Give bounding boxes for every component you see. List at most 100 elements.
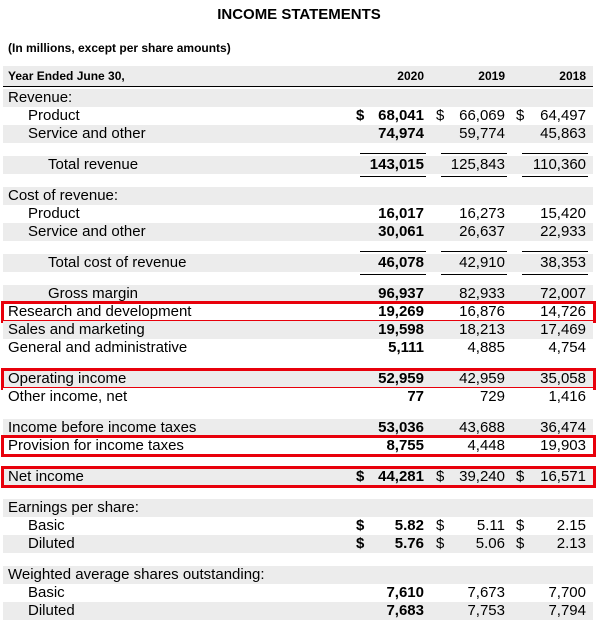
currency-sign: $ [356,517,365,534]
amount: 16,017 [378,205,424,222]
total-rule [522,176,588,177]
currency-sign: $ [516,468,525,485]
amount: 7,683 [386,602,424,619]
amount: 7,700 [548,584,586,601]
amount: 7,610 [386,584,424,601]
row-label: Product [28,107,80,124]
row-background [3,517,593,535]
amount: 14,726 [540,303,586,320]
row-label: Gross margin [48,285,139,302]
row-background [3,187,593,205]
amount: 44,281 [378,468,424,485]
row-label: Research and development [8,303,192,320]
currency-sign: $ [516,535,525,552]
total-rule [441,251,507,252]
amount: 66,069 [459,107,505,124]
row-label: Net income [8,468,84,485]
title: INCOME STATEMENTS [217,6,381,23]
amount: 19,903 [540,437,586,454]
total-rule [360,251,426,252]
currency-sign: $ [436,517,445,534]
row-background [3,468,593,486]
header-label: Year Ended June 30, [8,69,125,83]
amount: 35,058 [540,370,586,387]
row-label: General and administrative [8,339,188,356]
amount: 53,036 [378,419,424,436]
amount: 5.11 [476,517,505,534]
amount: 143,015 [369,156,424,173]
amount: 7,794 [548,602,586,619]
amount: 30,061 [378,223,424,240]
highlight-box [1,466,596,488]
row-background [3,223,593,241]
row-label: Basic [28,584,65,601]
amount: 72,007 [540,285,586,302]
amount: 74,974 [378,125,424,142]
row-label: Provision for income taxes [8,437,184,454]
currency-sign: $ [516,107,525,124]
amount: 45,863 [540,125,586,142]
header-year: 2019 [478,69,505,83]
total-rule [522,274,588,275]
highlight-box [1,368,596,390]
amount: 43,688 [459,419,505,436]
amount: 5,111 [388,339,424,356]
amount: 52,959 [378,370,424,387]
row-background [3,535,593,553]
header-year: 2020 [397,69,424,83]
currency-sign: $ [436,468,445,485]
row-background [3,602,593,620]
row-background [3,254,593,272]
row-label: Weighted average shares outstanding: [8,566,265,583]
highlight-box [1,435,596,457]
total-rule [522,153,588,154]
amount: 125,843 [450,156,505,173]
row-label: Other income, net [8,388,128,405]
row-label: Earnings per share: [8,499,139,516]
amount: 22,933 [540,223,586,240]
row-background [3,584,593,602]
amount: 42,959 [459,370,505,387]
amount: 8,755 [386,437,424,454]
currency-sign: $ [436,535,445,552]
amount: 16,273 [459,205,505,222]
amount: 64,497 [540,107,586,124]
amount: 19,598 [378,321,424,338]
row-label: Total cost of revenue [48,254,187,271]
row-background [3,107,593,125]
row-background [3,566,593,584]
subtitle: (In millions, except per share amounts) [8,41,231,55]
amount: 7,753 [467,602,505,619]
amount: 42,910 [459,254,505,271]
highlight-box [1,301,596,323]
row-background [3,339,593,357]
amount: 110,360 [532,156,586,173]
total-rule [441,274,507,275]
amount: 15,420 [540,205,586,222]
amount: 38,353 [540,254,586,271]
row-label: Sales and marketing [8,321,145,338]
amount: 729 [479,388,505,405]
total-rule [360,176,426,177]
row-background [3,125,593,143]
amount: 17,469 [540,321,586,338]
amount: 18,213 [459,321,505,338]
amount: 5.76 [394,535,424,552]
amount: 68,041 [378,107,424,124]
amount: 2.13 [556,535,586,552]
amount: 4,448 [467,437,505,454]
amount: 36,474 [540,419,586,436]
row-background [3,419,593,437]
amount: 59,774 [459,125,505,142]
header-year: 2018 [559,69,586,83]
row-background [3,89,593,107]
row-background [3,156,593,174]
amount: 16,571 [540,468,586,485]
row-background [3,205,593,223]
row-label: Basic [28,517,65,534]
total-rule [360,153,426,154]
amount: 39,240 [459,468,505,485]
row-background [3,285,593,303]
currency-sign: $ [516,517,525,534]
amount: 77 [407,388,424,405]
